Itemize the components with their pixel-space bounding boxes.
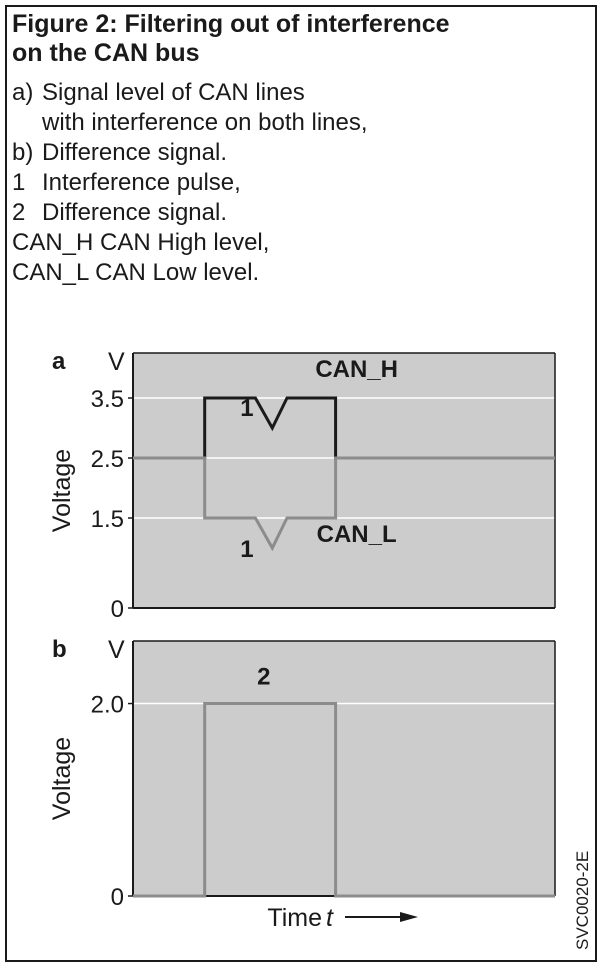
y-axis-label: Voltage: [48, 449, 76, 532]
figure-legend: a) Signal level of CAN lines with interfe…: [12, 78, 572, 288]
legend-text: CAN Low level.: [95, 259, 260, 286]
legend-row: CAN_H CAN High level,: [12, 228, 572, 258]
series-line-can-h: [133, 396, 555, 460]
time-axis-label: Time: [267, 904, 322, 932]
y-unit-label: V: [108, 348, 125, 376]
panel-letter: a: [52, 348, 66, 375]
legend-text: with interference on both lines,: [42, 109, 368, 136]
y-tick-label: 2.5: [91, 446, 124, 473]
difference-signal-line: [133, 702, 555, 898]
legend-text: Difference signal.: [42, 139, 227, 166]
legend-text: Difference signal.: [42, 199, 227, 226]
time-axis-symbol: t: [326, 904, 334, 932]
figure-title-line-2: on the CAN bus: [12, 39, 200, 67]
figure-title-line-1: Figure 2: Filtering out of interference: [12, 10, 450, 38]
annotation-label: 2: [257, 663, 270, 690]
annotation-label: CAN_L: [317, 521, 397, 548]
plot-area: [133, 641, 555, 896]
plot-area: [133, 353, 555, 608]
legend-row: a) Signal level of CAN lines: [12, 78, 572, 108]
legend-text: Interference pulse,: [42, 169, 241, 196]
y-tick-label: 1.5: [91, 506, 124, 533]
legend-text: Signal level of CAN lines: [42, 79, 305, 106]
legend-row: with interference on both lines,: [12, 108, 572, 138]
legend-row: CAN_L CAN Low level.: [12, 258, 572, 288]
legend-key: 1: [12, 169, 26, 196]
panel-letter: b: [52, 636, 67, 663]
legend-key: CAN_H: [12, 229, 94, 256]
time-arrow-icon: [345, 912, 418, 922]
figure-code: SVC0020-2E: [573, 851, 592, 950]
legend-row: b) Difference signal.: [12, 138, 572, 168]
series-line-can-l: [133, 456, 555, 552]
legend-key: 2: [12, 199, 26, 226]
legend-key: a): [12, 79, 34, 106]
y-tick-label: 0: [111, 884, 124, 911]
legend-key: b): [12, 139, 34, 166]
y-axis-label: Voltage: [48, 737, 76, 820]
annotation-label: 1: [240, 536, 253, 563]
panel-a-chart: 0 1.5 2.5 3.5 a V Voltage CAN_H CAN_L 1 1: [48, 348, 556, 623]
y-tick-label: 2.0: [91, 692, 124, 719]
legend-key: CAN_L: [12, 259, 89, 286]
y-tick-label: 3.5: [91, 386, 124, 413]
y-tick-label: 0: [111, 596, 124, 623]
figure-title: Figure 2: Filtering out of interference …: [12, 10, 572, 68]
panel-b-chart: 0 2.0 b V Voltage 2: [48, 636, 556, 911]
legend-row: 2 Difference signal.: [12, 198, 572, 228]
legend-row: 1 Interference pulse,: [12, 168, 572, 198]
y-unit-label: V: [108, 636, 125, 664]
annotation-label: CAN_H: [315, 356, 398, 383]
legend-text: CAN High level,: [100, 229, 270, 256]
annotation-label: 1: [240, 395, 253, 422]
